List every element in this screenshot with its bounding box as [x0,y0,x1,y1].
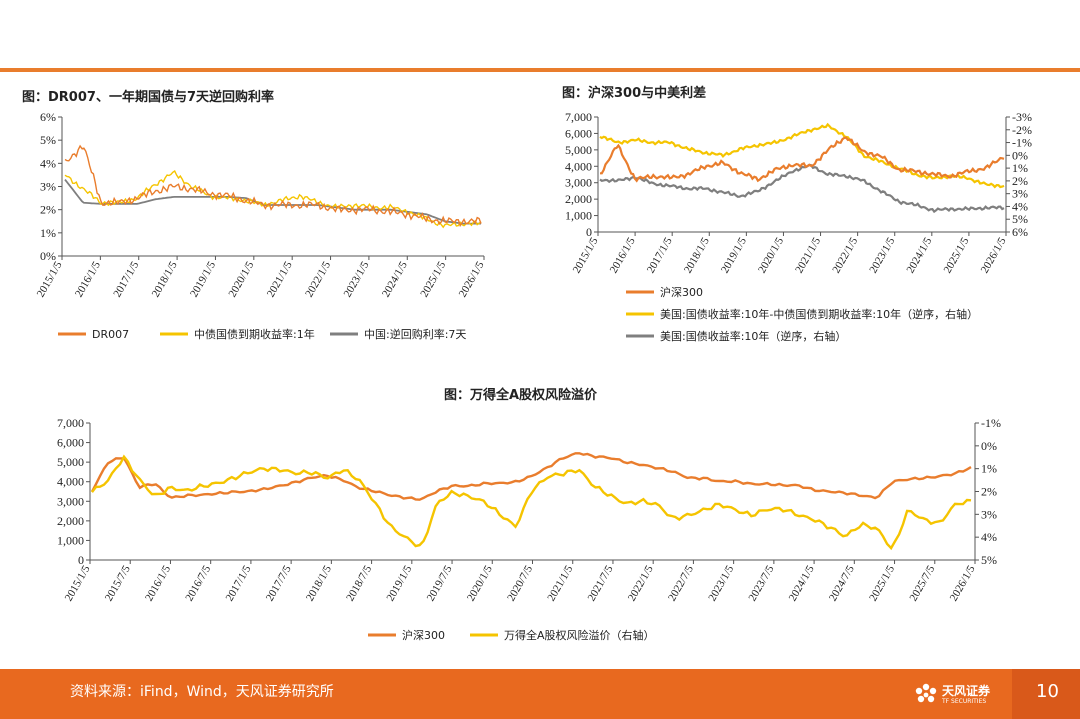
chart3-y-tick-label: 1,000 [57,533,84,547]
chart2-legend-label: 美国:国债收益率:10年（逆序，右轴） [660,329,846,343]
chart2-y-tick-label: 6,000 [565,126,592,140]
chart2-series-0 [600,136,1005,183]
chart2-y-tick-label: 0 [586,225,592,239]
chart2-series-1 [599,122,1005,189]
chart3-y-right-tick-label: -1% [981,416,1001,430]
chart2-y-right-tick-label: 1% [1012,161,1028,175]
chart2-y-right-tick-label: 5% [1012,212,1028,226]
chart3-x-tick-label: 2018/1/5 [304,563,334,603]
chart3-y-right-tick-label: 2% [981,485,997,499]
chart1-y-tick-label: 6% [40,110,56,124]
chart2-title: 图：沪深300与中美利差 [562,86,707,101]
chart3-x-tick-label: 2023/7/5 [747,563,777,603]
chart3-y-right-tick-label: 0% [981,439,997,453]
chart3-y-tick-label: 2,000 [57,514,84,528]
chart2-y-right-tick-label: 4% [1012,199,1028,213]
chart2-y-right-tick-label: -3% [1012,110,1032,124]
chart3-x-tick-label: 2020/7/5 [505,563,535,603]
chart2-legend-label: 沪深300 [660,285,703,299]
chart3-series-1 [91,454,972,551]
chart2-y-tick-label: 5,000 [565,143,592,157]
chart3-legend-label: 万得全A股权风险溢价（右轴） [504,628,655,642]
chart2-y-tick-label: 2,000 [565,192,592,206]
chart2-y-right-tick-label: 2% [1012,174,1028,188]
chart3-x-tick-label: 2019/1/5 [384,563,414,603]
chart1-y-tick-label: 3% [40,180,56,194]
chart2-y-right-tick-label: 3% [1012,187,1028,201]
footer-bar: 资料来源：iFind，Wind，天风证券研究所 天风证券 TF SECURITI… [0,669,1080,719]
chart3-y-right-tick-label: 3% [981,507,997,521]
chart1-y-tick-label: 2% [40,203,56,217]
page-number: 10 [1036,681,1059,702]
chart3-x-tick-label: 2018/7/5 [344,563,374,603]
chart3-x-tick-label: 2017/7/5 [264,563,294,603]
chart3-x-tick-label: 2015/7/5 [103,563,133,603]
chart3-x-tick-label: 2020/1/5 [465,563,495,603]
chart3-x-tick-label: 2016/1/5 [143,563,173,603]
chart2-y-tick-label: 1,000 [565,209,592,223]
footer-brand-en: TF SECURITIES [942,698,987,705]
chart3-y-right-tick-label: 4% [981,530,997,544]
chart3-x-tick-label: 2025/7/5 [907,563,937,603]
chart3-y-right-tick-label: 5% [981,553,997,567]
chart3-x-tick-label: 2022/7/5 [666,563,696,603]
chart1-y-tick-label: 0% [40,249,56,263]
chart3-series-0 [90,452,972,501]
chart3-x-tick-label: 2024/1/5 [787,563,817,603]
chart3-y-right-tick-label: 1% [981,462,997,476]
chart3-x-tick-label: 2025/1/5 [867,563,897,603]
chart3-y-tick-label: 0 [78,553,84,567]
top-accent-bar [0,68,1080,72]
chart2-y-right-tick-label: -1% [1012,136,1032,150]
chart2-y-tick-label: 7,000 [565,110,592,124]
chart1-legend-label: 中债国债到期收益率:1年 [194,327,315,341]
chart3-y-tick-label: 3,000 [57,494,84,508]
chart3-x-tick-label: 2019/7/5 [425,563,455,603]
chart3-x-tick-label: 2021/1/5 [545,563,575,603]
chart2-y-right-tick-label: 0% [1012,148,1028,162]
chart1-series-0 [64,144,482,228]
chart3-legend-label: 沪深300 [402,628,445,642]
tf-logo-icon [915,683,937,703]
chart1-title: 图：DR007、一年期国债与7天逆回购利率 [22,90,274,105]
chart3-y-tick-label: 5,000 [57,455,84,469]
chart2-y-right-tick-label: 6% [1012,225,1028,239]
chart2-series-2 [599,163,1005,214]
chart3-y-tick-label: 7,000 [57,416,84,430]
chart1-y-tick-label: 5% [40,133,56,147]
chart2-y-tick-label: 3,000 [565,176,592,190]
chart3-title: 图：万得全A股权风险溢价 [444,388,598,403]
chart3-x-tick-label: 2017/1/5 [224,563,254,603]
footer-brand: 天风证券 [942,684,991,698]
chart3-x-tick-label: 2021/7/5 [586,563,616,603]
chart1-y-tick-label: 1% [40,226,56,240]
chart3-x-tick-label: 2023/1/5 [706,563,736,603]
chart1-y-tick-label: 4% [40,156,56,170]
chart3-x-tick-label: 2024/7/5 [827,563,857,603]
chart2-y-tick-label: 4,000 [565,159,592,173]
chart3-y-tick-label: 4,000 [57,475,84,489]
chart1-legend-label: DR007 [92,328,129,341]
chart2-y-right-tick-label: -2% [1012,123,1032,137]
chart3-x-tick-label: 2022/1/5 [626,563,656,603]
chart2-legend-label: 美国:国债收益率:10年-中债国债到期收益率:10年（逆序，右轴） [660,307,978,321]
chart3-x-tick-label: 2016/7/5 [183,563,213,603]
chart1-legend-label: 中国:逆回购利率:7天 [364,327,466,341]
page-number-box [1012,669,1080,719]
chart3-y-tick-label: 6,000 [57,436,84,450]
footer-source: 资料来源：iFind，Wind，天风证券研究所 [70,684,334,700]
chart3-x-tick-label: 2015/1/5 [63,563,93,603]
chart3-x-tick-label: 2026/1/5 [948,563,978,603]
